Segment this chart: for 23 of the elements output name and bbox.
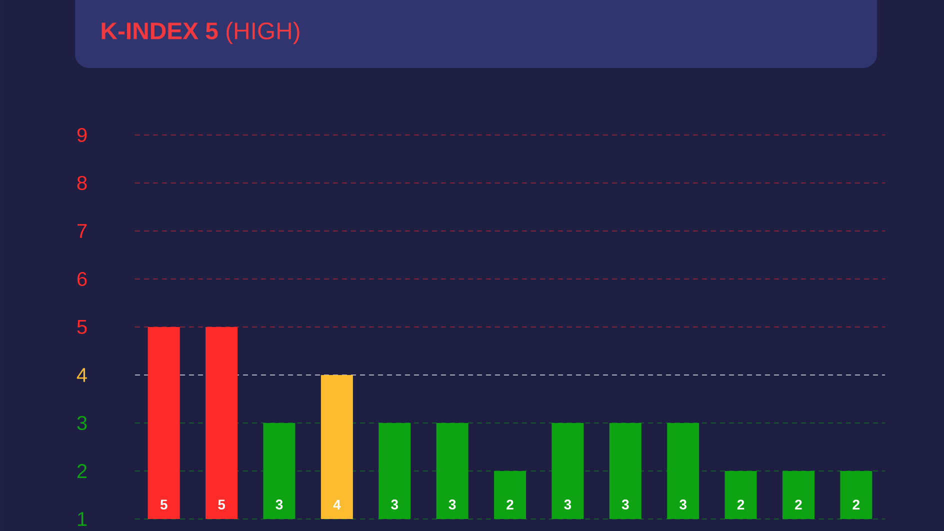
- data-label: 3: [622, 500, 629, 510]
- y-tick-label: 7: [77, 224, 87, 238]
- y-tick-label: 9: [77, 128, 87, 142]
- y-tick-label: 2: [77, 464, 87, 478]
- data-label: 3: [276, 500, 283, 510]
- data-label: 2: [795, 500, 802, 510]
- y-tick-label: 6: [77, 272, 87, 286]
- chart-title: K-INDEX 5 (HIGH): [102, 22, 300, 44]
- y-tick-label: 4: [76, 368, 87, 382]
- data-label: 3: [680, 500, 686, 510]
- data-label: 4: [333, 500, 341, 510]
- data-label: 2: [737, 500, 744, 510]
- data-label: 3: [448, 500, 456, 510]
- y-tick-label: 8: [77, 176, 87, 190]
- y-tick-label: 3: [77, 416, 87, 430]
- data-label: 5: [160, 500, 168, 510]
- data-label: 2: [506, 500, 514, 510]
- data-label: 3: [564, 500, 572, 510]
- y-tick-label: 5: [77, 320, 87, 334]
- data-label: 3: [391, 500, 398, 510]
- data-label: 2: [852, 500, 860, 510]
- y-tick-label: 1: [78, 512, 87, 526]
- data-label: 5: [218, 500, 226, 510]
